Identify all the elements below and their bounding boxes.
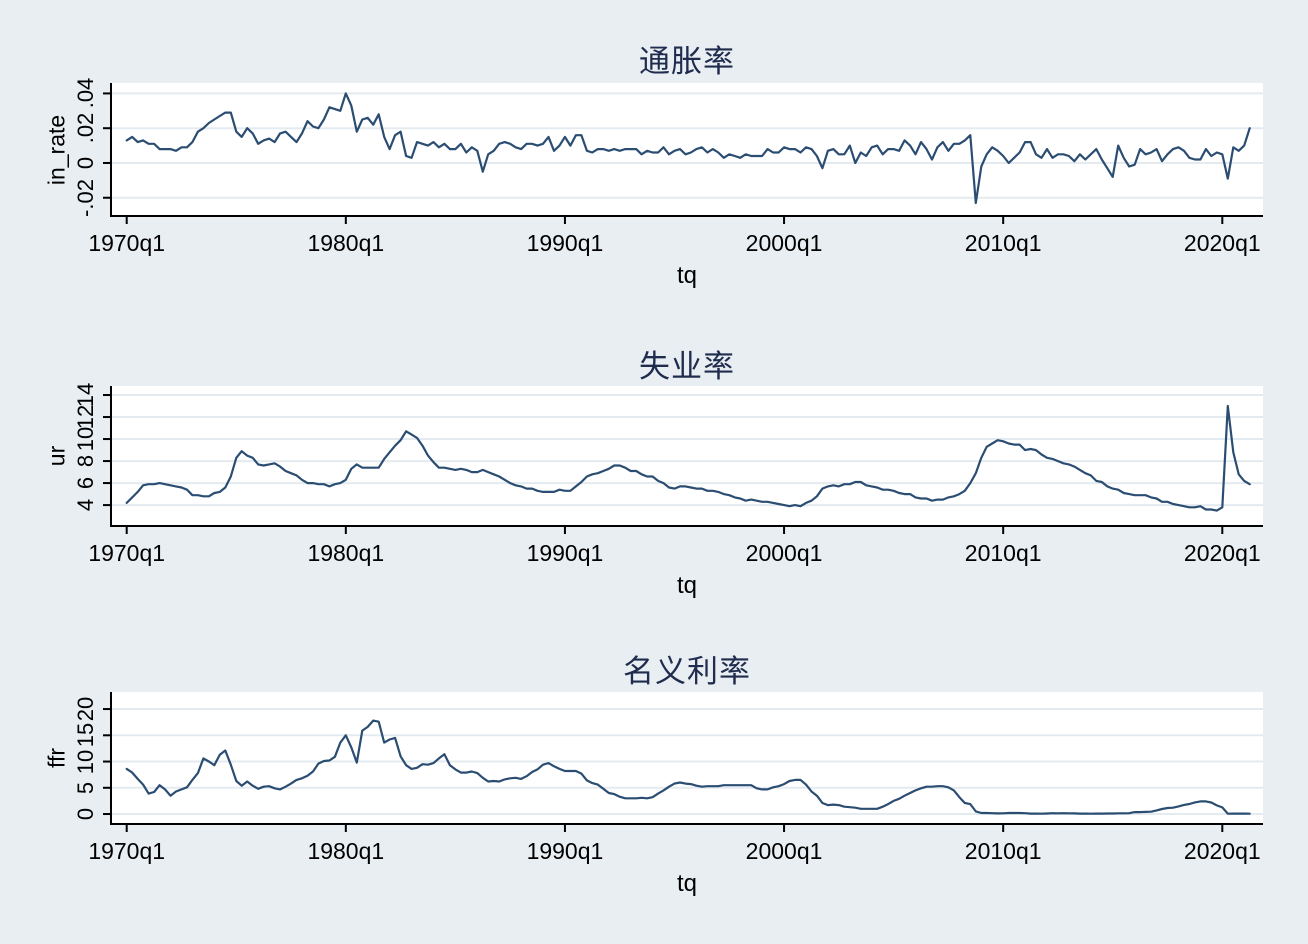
y-tick-label: 20: [73, 696, 98, 722]
nominal-rate-line-chart: [103, 692, 1263, 832]
y-tick-label: 6: [73, 476, 98, 490]
x-tick-label: 1970q1: [88, 230, 166, 256]
x-axis-title-tq: tq: [676, 572, 697, 599]
y-axis-title-ur: ur: [43, 445, 70, 467]
x-tick-label: 1990q1: [526, 230, 604, 256]
y-tick-label: 14: [73, 382, 98, 408]
x-tick-label: 1990q1: [526, 838, 604, 864]
plot-area: [111, 692, 1263, 824]
y-tick-label: 5: [73, 781, 98, 794]
x-tick-label: 2020q1: [1183, 230, 1261, 256]
plot-area: [111, 386, 1263, 526]
panel-inflation: 通胀率 in_rate tq -.02 0 .02 .04 1970q1 1980q1 19…: [0, 0, 1308, 300]
y-axis-title-in-rate: in_rate: [43, 114, 70, 185]
panel-unemployment: 失业率 ur tq 4 6 8 10 12 14 1970q1 1980q1 1990q1 200…: [0, 300, 1308, 615]
x-tick-label: 2000q1: [745, 540, 823, 566]
x-tick-label: 1980q1: [307, 838, 385, 864]
panel-nominal-rate: 名义利率 ffr tq 0 5 10 15 20 1970q1 1980q1 1990q1 20…: [0, 615, 1308, 944]
x-tick-label: 1990q1: [526, 540, 604, 566]
y-tick-label: 10: [73, 426, 98, 452]
x-tick-label: 2000q1: [745, 230, 823, 256]
y-tick-label: 12: [73, 404, 98, 430]
series-line-ur: [125, 404, 1251, 512]
unemployment-line-chart: [103, 386, 1263, 534]
x-tick-label: 2000q1: [745, 838, 823, 864]
panel-title-unemployment: 失业率: [639, 349, 735, 384]
x-tick-label: 2010q1: [964, 838, 1042, 864]
x-tick-label: 1970q1: [88, 838, 166, 864]
y-tick-label: .04: [73, 78, 98, 109]
y-tick-label: 15: [73, 723, 98, 748]
y-axis-title-ffr: ffr: [43, 747, 70, 769]
series-line-ffr: [125, 719, 1251, 815]
y-tick-label: 10: [73, 749, 98, 774]
y-tick-label: 0: [73, 156, 98, 170]
x-axis-title-tq: tq: [676, 262, 697, 289]
series-line-in_rate: [125, 92, 1251, 205]
y-tick-label: -.02: [73, 178, 98, 217]
panel-title-nominal-rate: 名义利率: [623, 654, 751, 689]
x-tick-label: 2010q1: [964, 230, 1042, 256]
panel-title-inflation: 通胀率: [639, 44, 735, 79]
x-tick-label: 2010q1: [964, 540, 1042, 566]
x-tick-label: 2020q1: [1183, 838, 1261, 864]
x-tick-label: 1980q1: [307, 540, 385, 566]
inflation-line-chart: [103, 83, 1263, 224]
y-tick-label: 0: [73, 807, 98, 821]
y-tick-label: 4: [73, 498, 98, 512]
x-tick-label: 1980q1: [307, 230, 385, 256]
x-tick-label: 1970q1: [88, 540, 166, 566]
x-tick-label: 2020q1: [1183, 540, 1261, 566]
plot-area: [111, 83, 1263, 216]
y-tick-label: 8: [73, 454, 98, 468]
x-axis-title-tq: tq: [676, 870, 697, 897]
y-tick-label: .02: [73, 112, 98, 144]
